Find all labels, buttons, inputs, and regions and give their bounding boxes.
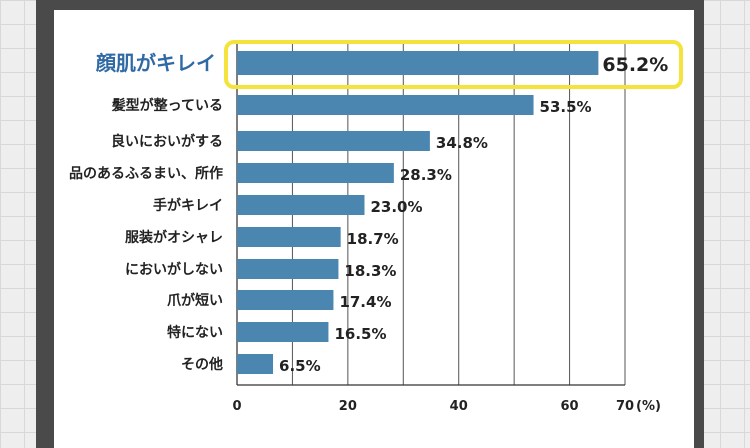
chart-panel [54, 10, 694, 448]
value-label-4: 23.0% [370, 198, 422, 216]
x-tick-0: 0 [232, 399, 241, 414]
highlight-outline [224, 40, 683, 89]
bar-2 [237, 131, 430, 151]
category-label-3: 品のあるふるまい、所作 [69, 165, 223, 182]
category-label-8: 特にない [167, 324, 223, 341]
x-tick-70: 70 [616, 399, 634, 414]
value-label-2: 34.8% [436, 134, 488, 152]
category-label-9: その他 [181, 356, 223, 373]
category-label-7: 爪が短い [167, 292, 223, 309]
category-label-6: においがしない [125, 261, 223, 278]
x-tick-40: 40 [450, 399, 468, 414]
value-label-9: 6.5% [279, 357, 321, 375]
value-label-5: 18.7% [347, 230, 399, 248]
value-label-7: 17.4% [339, 293, 391, 311]
x-tick-60: 60 [561, 399, 579, 414]
bar-5 [237, 227, 341, 247]
bar-8 [237, 322, 329, 342]
bar-9 [237, 354, 274, 374]
bar-1 [237, 95, 534, 115]
bar-6 [237, 259, 339, 279]
category-label-5: 服装がオシャレ [125, 229, 223, 246]
category-label-0: 顔肌がキレイ [95, 51, 216, 75]
category-label-4: 手がキレイ [153, 197, 223, 214]
bar-0 [237, 51, 599, 75]
value-label-1: 53.5% [540, 98, 592, 116]
value-label-6: 18.3% [344, 262, 396, 280]
bar-4 [237, 195, 365, 215]
value-label-3: 28.3% [400, 166, 452, 184]
bar-7 [237, 290, 334, 310]
x-tick-20: 20 [339, 399, 357, 414]
category-label-2: 良いにおいがする [111, 133, 223, 150]
value-label-0: 65.2% [602, 54, 668, 76]
x-unit-label: (%) [636, 399, 661, 414]
bar-3 [237, 163, 394, 183]
category-label-1: 髪型が整っている [111, 97, 223, 114]
value-label-8: 16.5% [334, 325, 386, 343]
